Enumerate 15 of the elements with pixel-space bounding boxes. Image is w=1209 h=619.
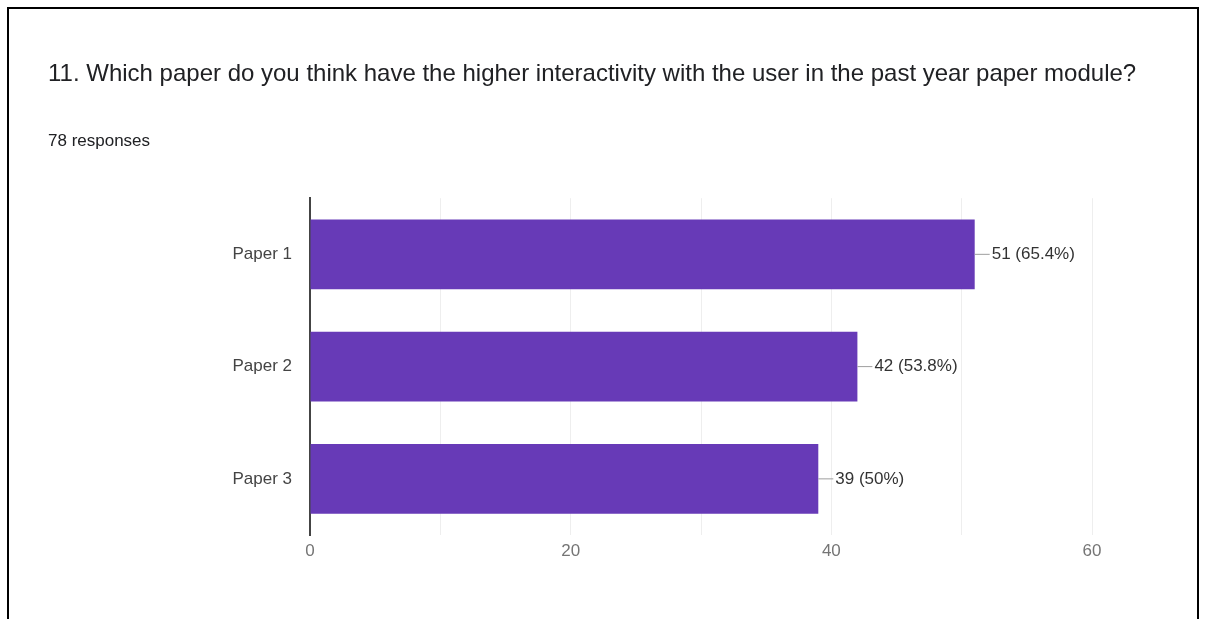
text: 78 responses bbox=[48, 131, 151, 151]
y-tick-label: Paper 2 bbox=[232, 356, 292, 376]
chart-title: 11. Which paper do you think have the higher interactivity with the user in the past year paper module? bbox=[48, 58, 1138, 88]
x-tick-label: 40 bbox=[821, 540, 841, 560]
y-tick-label: Paper 3 bbox=[232, 468, 292, 488]
x-tick-label: 0 bbox=[305, 540, 315, 560]
bar bbox=[310, 331, 858, 402]
bar bbox=[310, 219, 975, 290]
data-label: 42 (53.8%) bbox=[874, 356, 958, 376]
y-tick-label: Paper 1 bbox=[232, 244, 292, 264]
x-tick-label: 60 bbox=[1082, 540, 1102, 560]
x-tick-label: 20 bbox=[561, 540, 581, 560]
data-label: 39 (50%) bbox=[835, 468, 905, 488]
data-label: 51 (65.4%) bbox=[991, 244, 1075, 264]
bar bbox=[310, 444, 819, 514]
